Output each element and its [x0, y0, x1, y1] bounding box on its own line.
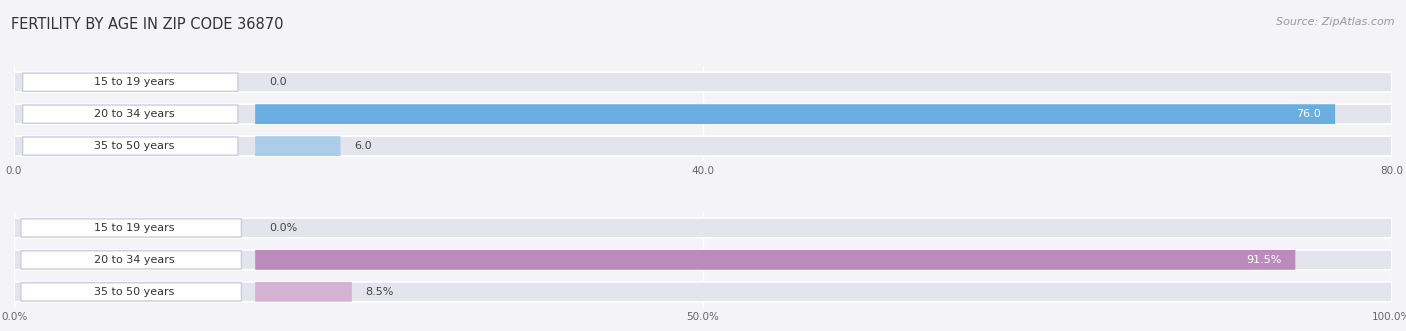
Text: 15 to 19 years: 15 to 19 years — [94, 77, 174, 87]
Text: 20 to 34 years: 20 to 34 years — [94, 255, 174, 265]
FancyBboxPatch shape — [14, 104, 1392, 124]
FancyBboxPatch shape — [256, 136, 340, 156]
FancyBboxPatch shape — [22, 73, 238, 91]
FancyBboxPatch shape — [14, 218, 1392, 238]
FancyBboxPatch shape — [22, 137, 238, 155]
Text: 0.0%: 0.0% — [269, 223, 297, 233]
Text: FERTILITY BY AGE IN ZIP CODE 36870: FERTILITY BY AGE IN ZIP CODE 36870 — [11, 17, 284, 31]
FancyBboxPatch shape — [21, 283, 242, 301]
Text: 8.5%: 8.5% — [366, 287, 394, 297]
FancyBboxPatch shape — [14, 72, 1392, 92]
FancyBboxPatch shape — [14, 136, 1392, 156]
FancyBboxPatch shape — [256, 104, 1336, 124]
Text: 35 to 50 years: 35 to 50 years — [94, 287, 174, 297]
FancyBboxPatch shape — [21, 219, 242, 237]
Text: Source: ZipAtlas.com: Source: ZipAtlas.com — [1277, 17, 1395, 26]
Text: 91.5%: 91.5% — [1246, 255, 1281, 265]
FancyBboxPatch shape — [256, 282, 352, 302]
FancyBboxPatch shape — [22, 105, 238, 123]
Text: 20 to 34 years: 20 to 34 years — [94, 109, 174, 119]
Text: 6.0: 6.0 — [354, 141, 371, 151]
Text: 76.0: 76.0 — [1296, 109, 1322, 119]
FancyBboxPatch shape — [21, 251, 242, 269]
Text: 0.0: 0.0 — [269, 77, 287, 87]
FancyBboxPatch shape — [256, 250, 1295, 270]
Text: 35 to 50 years: 35 to 50 years — [94, 141, 174, 151]
FancyBboxPatch shape — [14, 250, 1392, 270]
Text: 15 to 19 years: 15 to 19 years — [94, 223, 174, 233]
FancyBboxPatch shape — [14, 282, 1392, 302]
